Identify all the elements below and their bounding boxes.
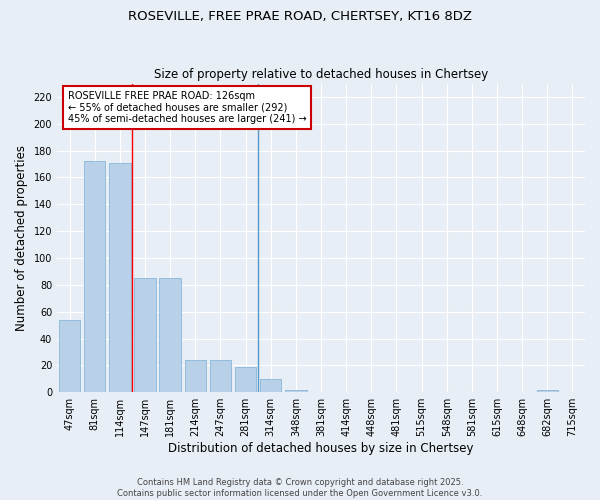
Bar	[59, 320, 80, 392]
Bar	[160, 278, 181, 392]
Bar	[536, 390, 558, 392]
Text: ROSEVILLE, FREE PRAE ROAD, CHERTSEY, KT16 8DZ: ROSEVILLE, FREE PRAE ROAD, CHERTSEY, KT1…	[128, 10, 472, 23]
Text: Contains HM Land Registry data © Crown copyright and database right 2025.
Contai: Contains HM Land Registry data © Crown c…	[118, 478, 482, 498]
Title: Size of property relative to detached houses in Chertsey: Size of property relative to detached ho…	[154, 68, 488, 81]
Bar	[109, 162, 131, 392]
Bar	[210, 360, 231, 392]
X-axis label: Distribution of detached houses by size in Chertsey: Distribution of detached houses by size …	[168, 442, 474, 455]
Bar	[134, 278, 156, 392]
Bar	[185, 360, 206, 392]
Y-axis label: Number of detached properties: Number of detached properties	[15, 145, 28, 331]
Bar	[84, 162, 106, 392]
Text: ROSEVILLE FREE PRAE ROAD: 126sqm
← 55% of detached houses are smaller (292)
45% : ROSEVILLE FREE PRAE ROAD: 126sqm ← 55% o…	[68, 92, 306, 124]
Bar	[285, 390, 307, 392]
Bar	[260, 379, 281, 392]
Bar	[235, 366, 256, 392]
